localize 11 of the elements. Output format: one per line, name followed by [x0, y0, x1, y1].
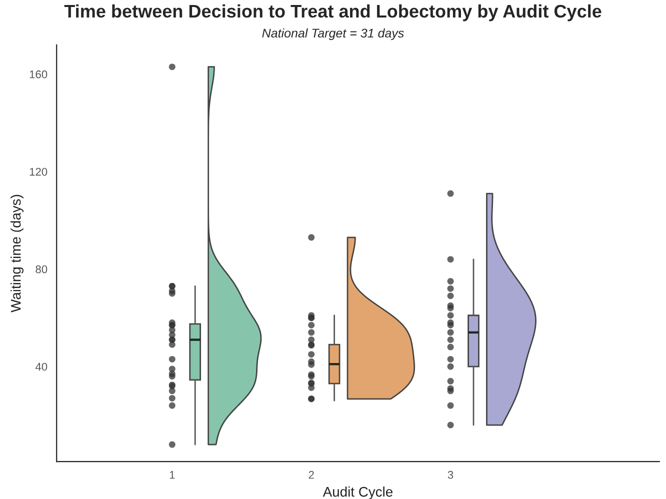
y-tick-label: 40 [35, 362, 48, 371]
y-axis-title: Waiting time (days) [10, 194, 24, 312]
chart-title: Time between Decision to Treat and Lobectomy by Audit Cycle [64, 4, 602, 22]
y-tick-label: 160 [30, 70, 48, 78]
x-tick-label: 3 [448, 470, 454, 479]
x-tick-label: 1 [170, 471, 175, 479]
chart-subtitle: National Target = 31 days [262, 28, 404, 40]
y-tick-label: 120 [30, 168, 48, 176]
y-tick-label: 80 [36, 265, 48, 274]
x-axis-title: Audit Cycle [322, 486, 392, 499]
x-tick-label: 2 [308, 470, 314, 479]
